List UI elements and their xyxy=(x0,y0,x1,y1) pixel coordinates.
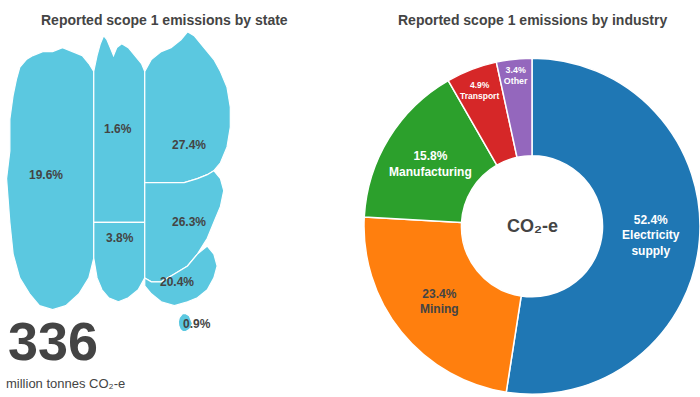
svg-text:27.4%: 27.4% xyxy=(172,138,206,152)
svg-text:336: 336 xyxy=(8,311,98,371)
svg-text:0.9%: 0.9% xyxy=(183,317,211,331)
svg-text:15.8%Manufacturing: 15.8%Manufacturing xyxy=(389,149,472,179)
svg-text:20.4%: 20.4% xyxy=(160,275,194,289)
svg-text:3.4%Other: 3.4%Other xyxy=(504,65,528,87)
svg-text:3.8%: 3.8% xyxy=(106,231,134,245)
svg-text:Reported scope 1 emissions by: Reported scope 1 emissions by industry xyxy=(398,12,667,28)
svg-text:19.6%: 19.6% xyxy=(29,168,63,182)
svg-text:million tonnes CO₂-e: million tonnes CO₂-e xyxy=(6,376,125,391)
svg-text:52.4%Electricitysupply: 52.4%Electricitysupply xyxy=(622,213,680,258)
svg-text:1.6%: 1.6% xyxy=(104,122,132,136)
svg-text:4.9%Transport: 4.9%Transport xyxy=(460,80,500,101)
svg-text:Reported scope 1 emissions by: Reported scope 1 emissions by state xyxy=(41,12,288,28)
svg-text:23.4%Mining: 23.4%Mining xyxy=(420,287,459,317)
svg-text:26.3%: 26.3% xyxy=(172,215,206,229)
svg-text:CO₂-e: CO₂-e xyxy=(507,216,558,236)
